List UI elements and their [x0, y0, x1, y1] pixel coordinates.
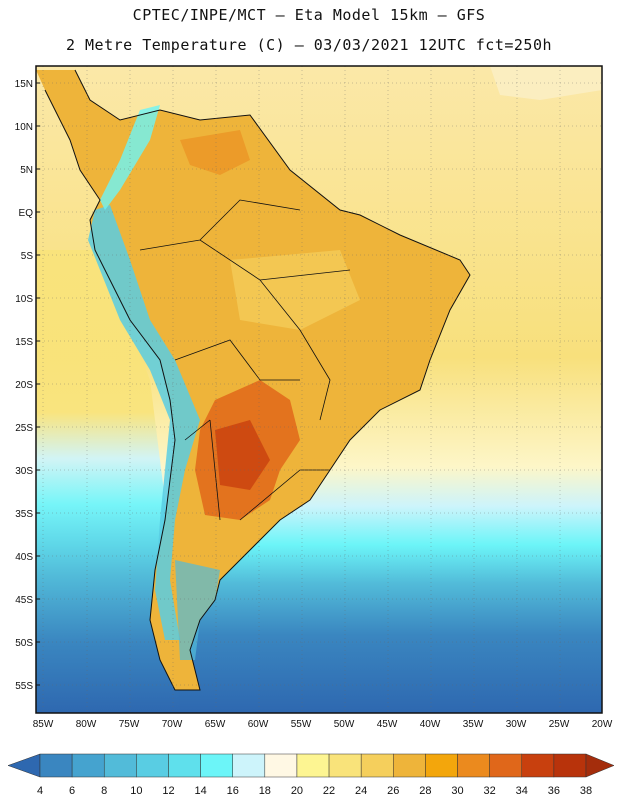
colorbar-swatch — [393, 753, 426, 778]
colorbar-swatch — [553, 753, 587, 778]
lat-label: 50S — [15, 638, 33, 649]
colorbar-label: 10 — [130, 785, 142, 797]
lat-label: 5S — [21, 251, 34, 262]
colorbar-high-arrow — [585, 753, 615, 778]
lon-label: 45W — [377, 719, 398, 730]
colorbar-label: 6 — [69, 785, 75, 797]
colorbar-label: 4 — [37, 785, 43, 797]
lon-label: 20W — [592, 719, 613, 730]
lat-label: 55S — [15, 681, 33, 692]
colorbar-swatch — [264, 753, 298, 778]
colorbar-label: 32 — [484, 785, 496, 797]
colorbar-swatch — [71, 753, 105, 778]
colorbar-swatch — [296, 753, 330, 778]
colorbar-swatch — [103, 753, 137, 778]
lon-label: 30W — [506, 719, 527, 730]
colorbar-swatch — [489, 753, 523, 778]
colorbar-low-arrow — [7, 753, 41, 778]
lat-label: 35S — [15, 509, 33, 520]
colorbar-label: 20 — [291, 785, 303, 797]
latitude-labels: 15N 10N 5N EQ 5S 10S 15S 20S 25S 30S 35S 40S 45S 50S 5… — [15, 79, 40, 692]
continent-land — [36, 70, 470, 690]
colorbar-label: 38 — [580, 785, 592, 797]
lat-label: EQ — [19, 208, 34, 219]
colorbar-label: 22 — [323, 785, 335, 797]
lon-label: 70W — [162, 719, 183, 730]
colorbar-swatch — [457, 753, 490, 778]
lat-label: 45S — [15, 595, 33, 606]
lat-label: 25S — [15, 423, 33, 434]
lat-label: 5N — [20, 165, 33, 176]
colorbar-label: 24 — [355, 785, 367, 797]
colorbar-label: 14 — [194, 785, 206, 797]
lon-label: 60W — [248, 719, 269, 730]
colorbar-label: 16 — [227, 785, 239, 797]
lon-label: 25W — [549, 719, 570, 730]
colorbar-swatch — [200, 753, 233, 778]
lon-label: 80W — [76, 719, 97, 730]
lat-label: 10N — [15, 122, 33, 133]
colorbar-swatch — [232, 753, 266, 778]
colorbar-swatch — [39, 753, 73, 778]
colorbar-label: 30 — [451, 785, 463, 797]
colorbar: 4 6 8 10 12 14 16 18 20 22 24 26 28 30 32 34 36 38 — [7, 753, 615, 797]
lon-label: 65W — [205, 719, 226, 730]
lat-label: 40S — [15, 552, 33, 563]
lat-label: 15S — [15, 337, 33, 348]
colorbar-swatch — [136, 753, 169, 778]
colorbar-swatch — [425, 753, 458, 778]
colorbar-label: 34 — [516, 785, 528, 797]
colorbar-label: 12 — [162, 785, 174, 797]
colorbar-label: 8 — [101, 785, 107, 797]
map-title-line-1: CPTEC/INPE/MCT – Eta Model 15km – GFS — [132, 6, 486, 24]
longitude-labels: 85W 80W 75W 70W 65W 60W 55W 50W 45W 40W 35W 30W 25W 2… — [33, 719, 613, 730]
lon-label: 50W — [334, 719, 355, 730]
map-title-line-2: 2 Metre Temperature (C) – 03/03/2021 12U… — [65, 36, 553, 54]
lon-label: 75W — [119, 719, 140, 730]
temperature-field — [36, 66, 602, 713]
lat-label: 20S — [15, 380, 33, 391]
map-border — [35, 65, 603, 714]
colorbar-swatch — [521, 753, 555, 778]
lon-label: 40W — [420, 719, 441, 730]
colorbar-label: 28 — [419, 785, 431, 797]
lon-label: 35W — [463, 719, 484, 730]
colorbar-swatch — [360, 753, 394, 778]
colorbar-label: 26 — [387, 785, 399, 797]
lat-label: 15N — [15, 79, 33, 90]
colorbar-label: 18 — [259, 785, 271, 797]
lat-label: 30S — [15, 466, 33, 477]
lon-label: 55W — [291, 719, 312, 730]
lon-label: 85W — [33, 719, 54, 730]
colorbar-swatch — [168, 753, 201, 778]
lat-label: 10S — [15, 294, 33, 305]
colorbar-swatch — [328, 753, 362, 778]
colorbar-label: 36 — [548, 785, 560, 797]
